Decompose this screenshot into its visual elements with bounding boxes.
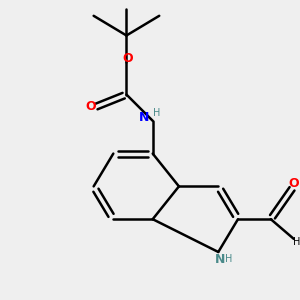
Text: N: N [139,111,149,124]
Text: H: H [293,237,300,247]
Text: H: H [154,108,161,118]
Text: O: O [85,100,96,113]
Text: H: H [225,254,232,264]
Text: O: O [288,177,299,190]
Text: N: N [214,253,225,266]
Text: O: O [123,52,133,65]
